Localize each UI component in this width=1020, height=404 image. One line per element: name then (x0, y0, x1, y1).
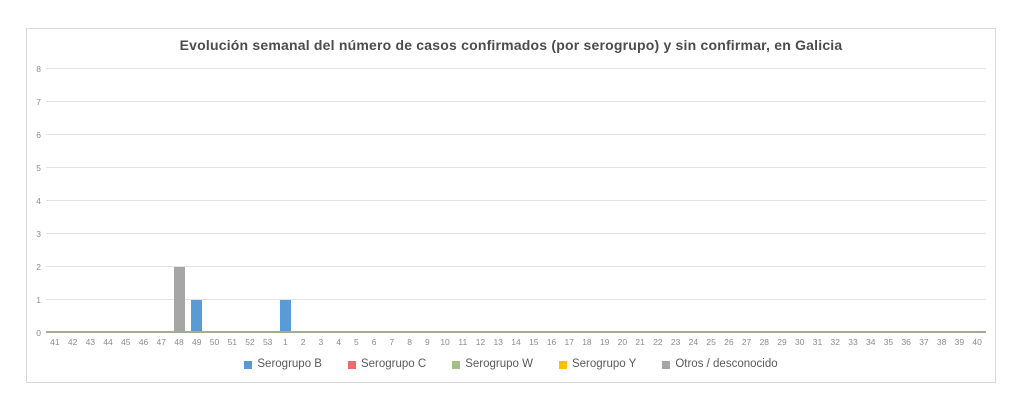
x-tick-label: 16 (546, 337, 557, 347)
legend-item[interactable]: Serogrupo W (452, 358, 533, 371)
legend-label: Serogrupo C (360, 358, 427, 370)
plot-area (46, 68, 986, 333)
x-tick-label: 3 (318, 337, 324, 347)
x-tick-label: 27 (741, 337, 752, 347)
x-tick-label: 9 (424, 337, 430, 347)
legend-swatch-icon (558, 360, 567, 369)
x-tick-label: 48 (174, 337, 184, 347)
x-tick-label: 4 (336, 337, 342, 347)
x-tick-label: 1 (283, 337, 288, 347)
chart-card: Evolución semanal del número de casos co… (26, 28, 996, 383)
x-tick-label: 37 (919, 337, 929, 347)
y-tick-label: 5 (36, 162, 41, 173)
x-tick-label: 6 (371, 337, 377, 347)
x-tick-label: 20 (617, 337, 628, 347)
legend-label: Serogrupo B (257, 358, 322, 370)
gridline (46, 299, 986, 300)
x-tick-label: 28 (759, 337, 770, 347)
x-tick-label: 21 (635, 337, 645, 347)
x-tick-label: 11 (458, 337, 468, 347)
x-tick-label: 10 (440, 337, 450, 347)
x-tick-label: 31 (812, 337, 823, 347)
x-tick-label: 22 (653, 337, 663, 347)
x-tick-label: 43 (85, 337, 96, 347)
bar (191, 300, 203, 331)
x-tick-label: 23 (670, 337, 681, 347)
x-tick-label: 25 (706, 337, 716, 347)
y-tick-label: 2 (36, 261, 41, 272)
legend-label: Serogrupo W (465, 358, 533, 370)
gridline (46, 200, 986, 201)
x-tick-label: 32 (830, 337, 840, 347)
gridline (46, 233, 986, 234)
bar (173, 267, 185, 331)
x-tick-label: 36 (901, 337, 911, 347)
legend-swatch-icon (244, 360, 253, 369)
x-tick-label: 50 (209, 337, 220, 347)
x-tick-label: 30 (795, 337, 805, 347)
x-tick-label: 14 (511, 337, 521, 347)
x-tick-label: 5 (354, 337, 359, 347)
legend-swatch-icon (347, 360, 356, 369)
x-tick-label: 44 (103, 337, 113, 347)
x-tick-label: 40 (972, 337, 982, 347)
x-tick-label: 49 (192, 337, 202, 347)
x-tick-label: 46 (138, 337, 149, 347)
x-tick-label: 12 (475, 337, 486, 347)
x-tick-label: 41 (50, 337, 60, 347)
x-tick-label: 17 (564, 337, 574, 347)
x-tick-label: 47 (156, 337, 167, 347)
x-tick-label: 53 (262, 337, 273, 347)
x-tick-label: 26 (724, 337, 734, 347)
legend-label: Otros / desconocido (675, 358, 778, 370)
legend-item[interactable]: Otros / desconocido (662, 358, 778, 371)
legend-item[interactable]: Serogrupo C (347, 358, 427, 371)
x-tick-label: 38 (936, 337, 947, 347)
x-tick-label: 42 (67, 337, 78, 347)
x-tick-label: 29 (777, 337, 787, 347)
x-tick-label: 15 (529, 337, 539, 347)
x-tick-label: 35 (883, 337, 894, 347)
x-tick-label: 45 (121, 337, 131, 347)
x-axis-line (46, 331, 986, 333)
chart-title: Evolución semanal del número de casos co… (179, 37, 843, 53)
y-tick-label: 3 (36, 228, 41, 239)
legend: Serogrupo B Serogrupo C Serogrupo W Serogru… (27, 358, 995, 371)
y-tick-label: 0 (36, 327, 41, 338)
gridline (46, 101, 986, 102)
y-tick-label: 1 (36, 294, 41, 305)
y-tick-label: 7 (36, 96, 41, 107)
gridline (46, 266, 986, 267)
x-axis-labels: 41 42 43 44 45 46 47 48 49 50 51 52 53 1 2 3 4 5 6 7 8 9 10 11 1… (46, 338, 986, 350)
x-tick-label: 2 (300, 337, 306, 347)
gridline (46, 134, 986, 135)
legend-item[interactable]: Serogrupo Y (558, 358, 637, 371)
y-tick-label: 4 (36, 195, 41, 206)
legend-swatch-icon (662, 360, 671, 369)
x-tick-label: 51 (227, 337, 237, 347)
bar (279, 300, 291, 331)
y-tick-label: 6 (36, 129, 41, 140)
x-tick-label: 13 (493, 337, 503, 347)
x-tick-label: 7 (389, 337, 395, 347)
x-tick-label: 52 (245, 337, 255, 347)
y-tick-label: 8 (36, 63, 41, 74)
x-tick-label: 34 (865, 337, 876, 347)
x-tick-label: 33 (848, 337, 858, 347)
gridline (46, 68, 986, 69)
legend-swatch-icon (452, 360, 461, 369)
x-tick-label: 24 (688, 337, 699, 347)
gridline (46, 167, 986, 168)
legend-label: Serogrupo Y (571, 358, 637, 370)
x-tick-label: 18 (582, 337, 592, 347)
x-tick-label: 19 (599, 337, 610, 347)
y-axis-labels: 0 1 2 3 4 5 6 7 8 (27, 65, 41, 337)
x-tick-label: 8 (407, 337, 412, 347)
x-tick-label: 39 (954, 337, 965, 347)
legend-item[interactable]: Serogrupo B (244, 358, 322, 371)
